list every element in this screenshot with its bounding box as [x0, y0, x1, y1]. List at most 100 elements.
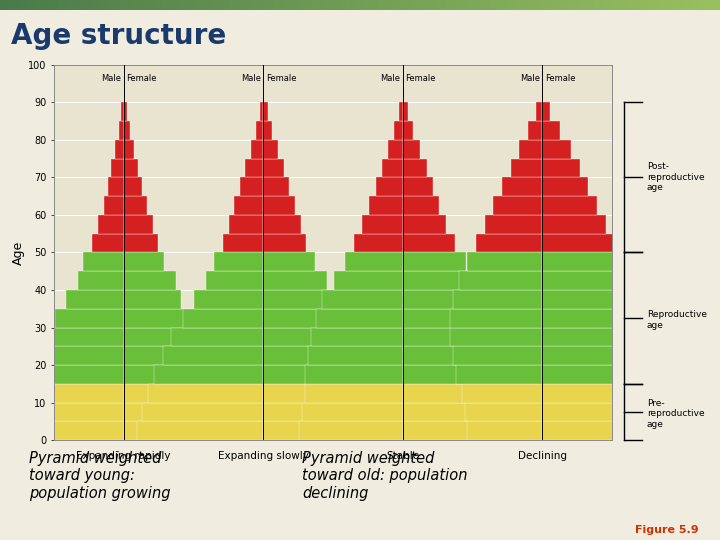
Bar — [322, 290, 402, 309]
Bar — [317, 0, 320, 10]
Bar — [68, 0, 72, 10]
Bar — [402, 346, 503, 365]
Bar — [320, 0, 324, 10]
Bar — [467, 253, 542, 271]
Bar — [497, 0, 500, 10]
Bar — [407, 0, 410, 10]
Bar — [378, 0, 382, 10]
Bar — [194, 0, 198, 10]
Bar — [66, 290, 124, 309]
Bar — [356, 0, 360, 10]
Bar — [238, 0, 241, 10]
Bar — [137, 421, 264, 440]
Bar — [264, 177, 289, 196]
Bar — [414, 0, 418, 10]
Bar — [124, 103, 127, 121]
Bar — [432, 0, 436, 10]
Bar — [264, 103, 268, 121]
Bar — [402, 365, 506, 384]
Bar — [342, 0, 346, 10]
Bar — [115, 140, 124, 159]
Bar — [542, 253, 623, 271]
Bar — [78, 271, 124, 290]
Bar — [400, 0, 403, 10]
Bar — [316, 309, 402, 327]
Bar — [542, 365, 634, 384]
Bar — [402, 215, 446, 234]
Bar — [191, 0, 194, 10]
Text: Female: Female — [545, 74, 575, 83]
Bar — [155, 0, 158, 10]
Bar — [137, 0, 140, 10]
Bar — [716, 0, 720, 10]
Bar — [476, 234, 542, 253]
Bar — [467, 421, 542, 440]
Bar — [229, 215, 264, 234]
Bar — [436, 0, 439, 10]
Bar — [248, 0, 252, 10]
Text: Expanding rapidly: Expanding rapidly — [76, 451, 171, 461]
Text: Male: Male — [240, 74, 261, 83]
Bar — [264, 346, 369, 365]
Bar — [608, 0, 612, 10]
Bar — [536, 103, 542, 121]
Bar — [377, 177, 402, 196]
Bar — [124, 159, 138, 177]
Bar — [227, 0, 230, 10]
Bar — [457, 0, 461, 10]
Bar — [482, 0, 486, 10]
Bar — [310, 0, 313, 10]
Bar — [544, 0, 547, 10]
Bar — [684, 0, 688, 10]
Bar — [284, 0, 288, 10]
Bar — [542, 384, 629, 403]
Bar — [454, 0, 457, 10]
Bar — [565, 0, 569, 10]
Bar — [402, 253, 466, 271]
Bar — [662, 0, 666, 10]
Bar — [666, 0, 670, 10]
Text: Post-
reproductive
age: Post- reproductive age — [647, 163, 705, 192]
Bar — [305, 384, 402, 403]
Bar — [104, 0, 108, 10]
Bar — [245, 159, 264, 177]
Bar — [402, 309, 495, 327]
Bar — [542, 234, 614, 253]
Bar — [158, 0, 162, 10]
Bar — [450, 327, 542, 346]
Text: Figure 5.9: Figure 5.9 — [635, 524, 698, 535]
Bar — [295, 0, 299, 10]
Bar — [90, 0, 94, 10]
Bar — [220, 0, 223, 10]
Bar — [209, 0, 212, 10]
Bar — [511, 0, 515, 10]
Bar — [124, 253, 164, 271]
Bar — [79, 0, 83, 10]
Bar — [713, 0, 716, 10]
Bar — [402, 196, 439, 215]
Bar — [264, 384, 384, 403]
Bar — [698, 0, 702, 10]
Bar — [183, 309, 264, 327]
Bar — [331, 0, 335, 10]
Bar — [637, 0, 641, 10]
Bar — [277, 0, 281, 10]
Bar — [461, 0, 464, 10]
Bar — [691, 0, 695, 10]
Bar — [115, 0, 119, 10]
Bar — [148, 0, 151, 10]
Bar — [264, 365, 378, 384]
Bar — [385, 0, 389, 10]
Bar — [124, 365, 239, 384]
Bar — [590, 0, 594, 10]
Bar — [349, 0, 353, 10]
Bar — [468, 0, 472, 10]
Bar — [256, 121, 264, 140]
Bar — [184, 0, 187, 10]
Bar — [223, 234, 264, 253]
Bar — [479, 0, 482, 10]
Bar — [536, 0, 540, 10]
Bar — [124, 403, 285, 421]
Bar — [456, 365, 542, 384]
Bar — [264, 403, 390, 421]
